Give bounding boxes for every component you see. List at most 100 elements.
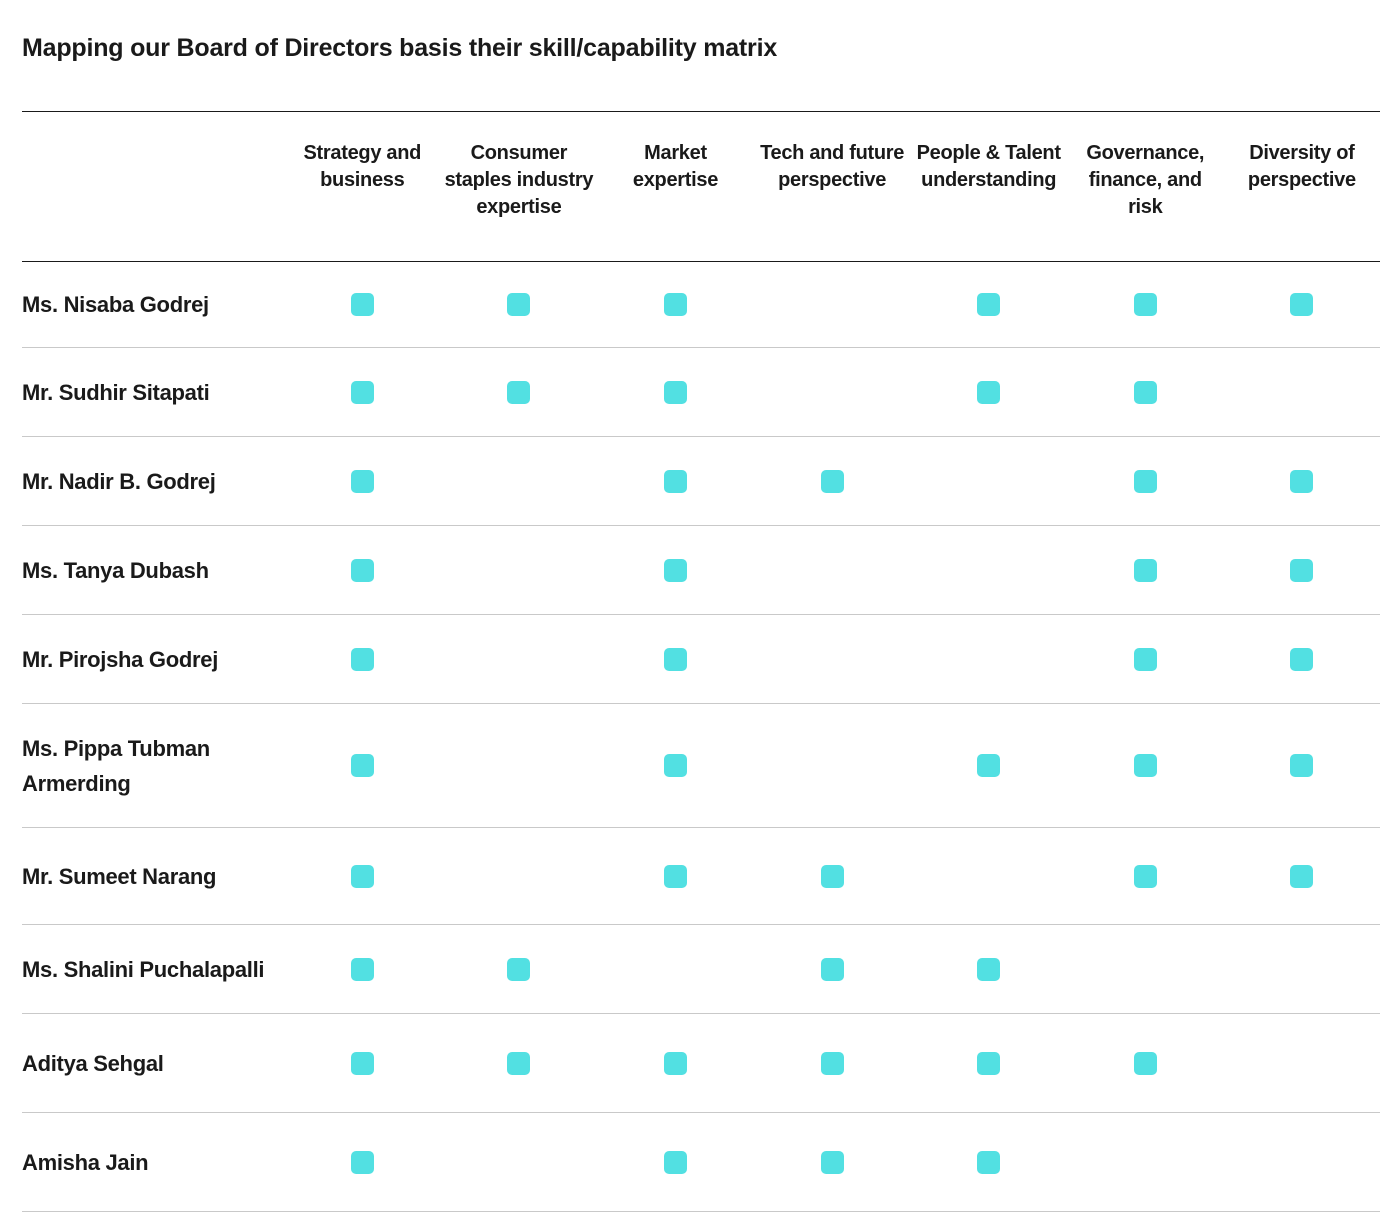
skill-check-marker bbox=[977, 957, 1001, 981]
skill-cell bbox=[284, 754, 441, 777]
skill-cell bbox=[284, 469, 441, 493]
table-row: Mr. Pirojsha Godrej bbox=[22, 615, 1380, 704]
skill-cell bbox=[284, 1150, 441, 1174]
skill-cell bbox=[597, 1150, 754, 1174]
skill-cell bbox=[441, 1051, 598, 1075]
skill-cell bbox=[441, 380, 598, 404]
skill-cell bbox=[1224, 754, 1381, 777]
skill-check-marker bbox=[977, 380, 1001, 404]
skill-cell bbox=[910, 293, 1067, 316]
skill-check-marker bbox=[663, 293, 687, 316]
skill-check-marker bbox=[507, 380, 531, 404]
skill-check-marker bbox=[350, 380, 374, 404]
table-row: Mr. Sumeet Narang bbox=[22, 828, 1380, 925]
skill-cell bbox=[1067, 380, 1224, 404]
skill-check-marker bbox=[1133, 754, 1157, 777]
table-row: Mr. Sudhir Sitapati bbox=[22, 348, 1380, 437]
skill-cell bbox=[910, 957, 1067, 981]
skill-cell bbox=[1067, 754, 1224, 777]
skill-cell bbox=[1067, 293, 1224, 316]
director-name: Amisha Jain bbox=[22, 1149, 149, 1175]
column-header-diversity: Diversity of perspective bbox=[1247, 142, 1356, 191]
skill-check-marker bbox=[1133, 647, 1157, 671]
skill-check-marker bbox=[507, 293, 531, 316]
skill-check-marker bbox=[663, 380, 687, 404]
director-name: Ms. Shalini Puchalapalli bbox=[22, 956, 265, 982]
skill-check-marker bbox=[350, 1150, 374, 1174]
skill-cell bbox=[910, 1150, 1067, 1174]
skill-cell bbox=[910, 380, 1067, 404]
page-title: Mapping our Board of Directors basis the… bbox=[22, 34, 778, 62]
table-row: Amisha Jain bbox=[22, 1113, 1380, 1212]
skill-check-marker bbox=[820, 469, 844, 493]
skill-cell bbox=[754, 1150, 911, 1174]
skill-check-marker bbox=[1290, 558, 1314, 582]
skill-check-marker bbox=[1290, 754, 1314, 777]
skill-check-marker bbox=[663, 1051, 687, 1075]
director-name: Ms. Pippa Tubman Armerding bbox=[22, 735, 210, 796]
header-row: Strategy and business Consumer staples i… bbox=[22, 112, 1380, 262]
skill-cell bbox=[1067, 647, 1224, 671]
skill-check-marker bbox=[1133, 1051, 1157, 1075]
table-body: Ms. Nisaba Godrej Mr. Sudhir Sitapati Mr. … bbox=[22, 262, 1380, 1212]
table-row: Ms. Tanya Dubash bbox=[22, 526, 1380, 615]
column-header-tech: Tech and future perspective bbox=[760, 142, 905, 191]
skill-check-marker bbox=[350, 957, 374, 981]
column-header-strategy: Strategy and business bbox=[303, 142, 422, 191]
skill-check-marker bbox=[977, 293, 1001, 316]
skill-cell bbox=[1067, 469, 1224, 493]
director-name: Ms. Nisaba Godrej bbox=[22, 292, 209, 317]
skill-check-marker bbox=[663, 469, 687, 493]
skill-check-marker bbox=[1133, 380, 1157, 404]
skill-check-marker bbox=[820, 1150, 844, 1174]
director-name: Mr. Sumeet Narang bbox=[22, 863, 217, 889]
skill-check-marker bbox=[1133, 864, 1157, 888]
column-header-consumer-staples: Consumer staples industry expertise bbox=[444, 142, 594, 218]
table-row: Ms. Pippa Tubman Armerding bbox=[22, 704, 1380, 828]
skill-cell bbox=[441, 293, 598, 316]
table-row: Aditya Sehgal bbox=[22, 1014, 1380, 1113]
skill-cell bbox=[1067, 558, 1224, 582]
skill-cell bbox=[597, 1051, 754, 1075]
skill-cell bbox=[597, 558, 754, 582]
skill-cell bbox=[1224, 558, 1381, 582]
skill-cell bbox=[597, 647, 754, 671]
skill-check-marker bbox=[977, 754, 1001, 777]
skill-cell bbox=[1224, 647, 1381, 671]
column-header-market: Market expertise bbox=[632, 142, 719, 191]
skill-cell bbox=[284, 647, 441, 671]
skill-cell bbox=[284, 380, 441, 404]
skill-cell bbox=[284, 957, 441, 981]
skill-check-marker bbox=[663, 1150, 687, 1174]
skill-cell bbox=[754, 1051, 911, 1075]
table-row: Mr. Nadir B. Godrej bbox=[22, 437, 1380, 526]
skill-check-marker bbox=[663, 558, 687, 582]
skill-cell bbox=[284, 293, 441, 316]
skill-check-marker bbox=[1290, 293, 1314, 316]
director-name: Mr. Sudhir Sitapati bbox=[22, 379, 210, 405]
skill-check-marker bbox=[1133, 469, 1157, 493]
skill-cell bbox=[284, 864, 441, 888]
skill-cell bbox=[597, 864, 754, 888]
skill-cell bbox=[1067, 864, 1224, 888]
skill-check-marker bbox=[350, 469, 374, 493]
skill-check-marker bbox=[977, 1051, 1001, 1075]
skill-check-marker bbox=[820, 957, 844, 981]
director-name: Ms. Tanya Dubash bbox=[22, 557, 209, 583]
skill-check-marker bbox=[977, 1150, 1001, 1174]
skill-cell bbox=[1224, 293, 1381, 316]
skill-cell bbox=[754, 957, 911, 981]
director-name: Mr. Nadir B. Godrej bbox=[22, 468, 216, 494]
skill-cell bbox=[597, 380, 754, 404]
table-row: Ms. Shalini Puchalapalli bbox=[22, 925, 1380, 1014]
skill-check-marker bbox=[820, 1051, 844, 1075]
skill-cell bbox=[1224, 469, 1381, 493]
skill-check-marker bbox=[663, 754, 687, 777]
skill-check-marker bbox=[1133, 558, 1157, 582]
skill-cell bbox=[597, 754, 754, 777]
skill-check-marker bbox=[507, 957, 531, 981]
skill-check-marker bbox=[1133, 293, 1157, 316]
director-name: Mr. Pirojsha Godrej bbox=[22, 646, 219, 672]
skill-check-marker bbox=[350, 754, 374, 777]
skill-check-marker bbox=[663, 647, 687, 671]
